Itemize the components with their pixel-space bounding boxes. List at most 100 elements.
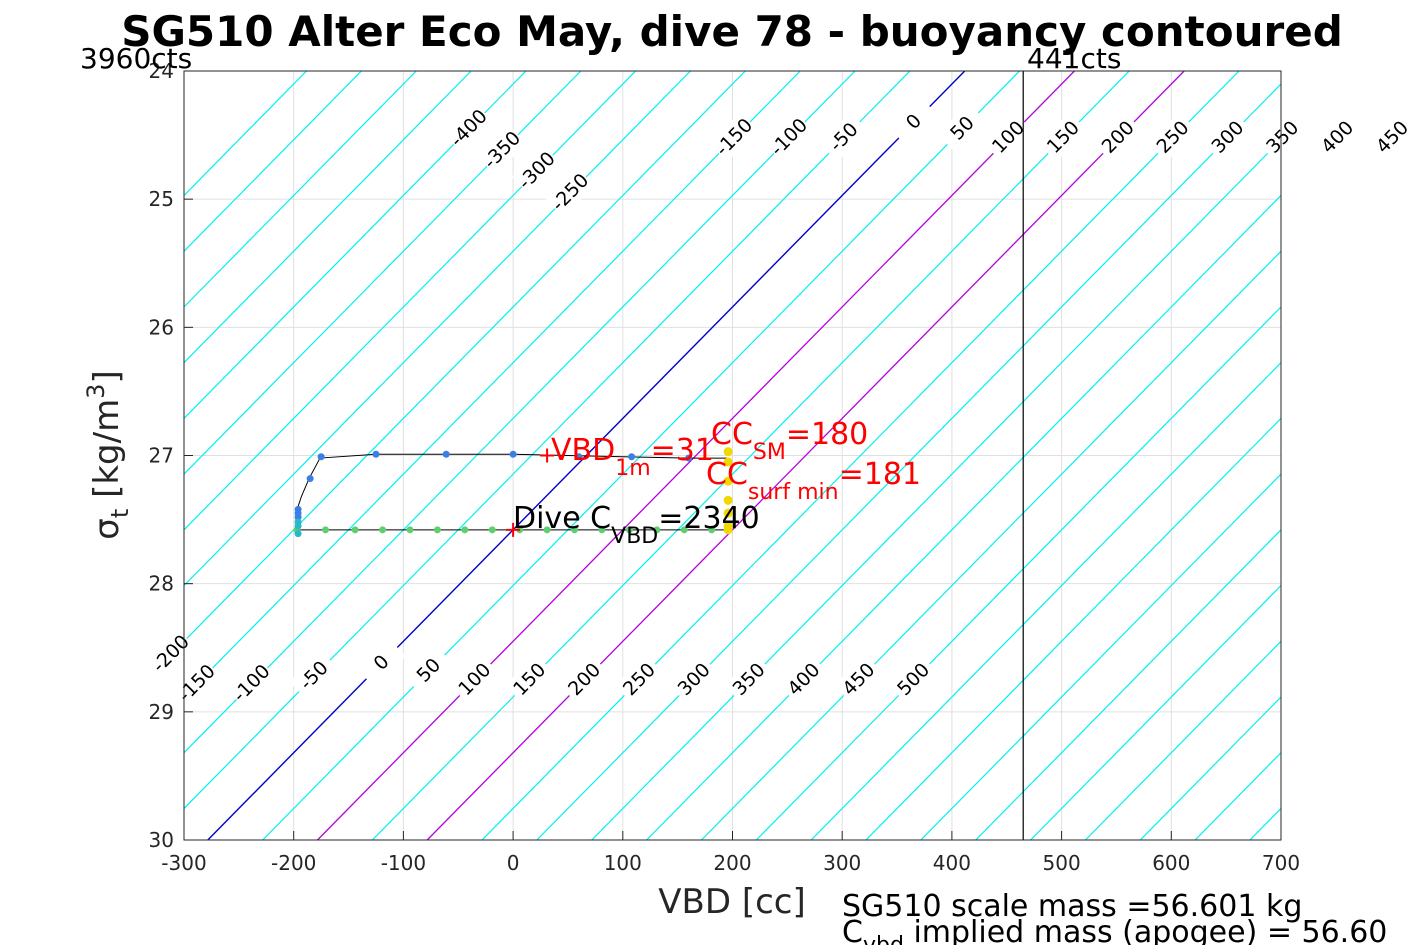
right-cts-label: 441cts: [1027, 42, 1121, 75]
ascent-point-14: [680, 526, 688, 534]
contour-line-250: [481, 71, 1240, 840]
descent-point-10: [294, 513, 302, 521]
surface-point-4: [723, 508, 733, 518]
ascent-point-17: [294, 522, 302, 530]
trace-line: [295, 453, 729, 531]
contour-line-50: [262, 71, 1021, 840]
contour-line--150: [184, 71, 801, 698]
surface-point-6: [723, 525, 733, 535]
contour-line--50: [184, 71, 911, 810]
contour-label-bg-bottom-12: [778, 654, 829, 704]
descent-point-1: [372, 450, 380, 458]
contour-line-350: [591, 138, 1281, 840]
contour-label-bg-top-10: [1038, 112, 1088, 162]
contour-label-bg-top-7: [888, 96, 939, 147]
ascent-point-5: [433, 526, 441, 534]
contour-label-bg-top-0: [443, 103, 494, 153]
y-tick-label-1: 25: [149, 187, 174, 211]
x-tick-label-9: 600: [1152, 851, 1190, 875]
svg-text:σt [kg/m3]: σt [kg/m3]: [82, 370, 134, 539]
contour-label-bg-top-3: [545, 167, 595, 217]
contour-label-bg-top-13: [1202, 112, 1253, 162]
contour-label-bg-top-12: [1147, 112, 1198, 162]
x-axis-label: VBD [cc]: [658, 882, 806, 922]
contour-line-450: [701, 250, 1281, 840]
cc-sm-annotation: CCSM=180: [711, 417, 868, 465]
red-marker-1: [506, 522, 521, 537]
ascent-point-11: [598, 526, 606, 534]
contour-label-bg-top-6: [818, 112, 869, 162]
contour-line-650: [920, 473, 1281, 840]
contour-label-bg-top-14: [1257, 112, 1308, 162]
contour-line-200: [426, 71, 1185, 840]
contour-line--400: [184, 71, 527, 420]
contour-line--500: [184, 71, 417, 308]
contour-line-550: [810, 361, 1281, 840]
contour-label-bg-bottom-8: [559, 654, 609, 704]
contour-label-bg-bottom-7: [504, 654, 555, 704]
ascent-point-2: [351, 526, 359, 534]
contour-line-100: [317, 71, 1075, 840]
surface-point-0: [723, 447, 733, 457]
x-tick-label-6: 300: [823, 851, 861, 875]
footer-implied-mass: Cvbd implied mass (apogee) = 56.60: [842, 915, 1387, 945]
contour-line-800: [1084, 640, 1281, 840]
descent-point-0: [317, 453, 325, 461]
contour-label-bg-bottom-3: [289, 650, 339, 701]
contour-label-bg-bottom-2: [226, 658, 276, 708]
contour-label-bg-bottom-13: [833, 654, 884, 704]
chart-title: SG510 Alter Eco May, dive 78 - buoyancy …: [121, 7, 1343, 56]
ascent-point-15: [708, 526, 716, 534]
footer-scale-mass: SG510 scale mass =56.601 kg: [842, 889, 1302, 924]
contour-lines: [184, 71, 1281, 840]
contour-line--550: [184, 71, 362, 253]
contour-label-bg-top-11: [1093, 112, 1143, 162]
y-tick-label-5: 29: [149, 700, 174, 724]
y-label-rest: [kg/m: [87, 399, 127, 509]
x-tick-label-10: 700: [1262, 851, 1300, 875]
contour-line-300: [536, 83, 1281, 840]
descent-point-6: [685, 454, 693, 462]
surface-point-3: [723, 495, 733, 505]
contour-label-bg-bottom-14: [888, 654, 938, 704]
contour-label-bg-bottom-6: [449, 654, 500, 704]
contour-label-bg-bottom-9: [614, 654, 664, 704]
y-tick-label-4: 28: [149, 572, 174, 596]
contour-line-700: [975, 528, 1281, 840]
x-axis-ticks: -300 -200 -100 0 100 200 300 400 500 600 700: [161, 831, 1300, 875]
x-tick-label-1: -200: [271, 851, 316, 875]
x-tick-label-3: 0: [507, 851, 520, 875]
contour-label-bg-top-4: [709, 112, 759, 162]
ascent-point-9: [543, 526, 551, 534]
contour-line--350: [184, 71, 582, 475]
contour-label-bg-bottom-5: [403, 645, 454, 695]
contour-label-bg-bottom-10: [669, 654, 719, 704]
contour-label-bg-top-9: [983, 112, 1033, 162]
ascent-point-18: [294, 530, 302, 538]
dive-cvbd-annotation: Dive CVBD=2340: [513, 501, 760, 549]
contour-line-600: [865, 417, 1281, 840]
y-axis-label: σt [kg/m3]: [82, 370, 134, 539]
x-tick-label-5: 200: [713, 851, 751, 875]
contour-label-bg-top-15: [1312, 112, 1362, 162]
contour-line--450: [184, 71, 472, 364]
contour-line-400: [646, 194, 1281, 840]
contour-label-bg-bottom-0: [145, 628, 196, 679]
red-marker-0: [540, 448, 555, 463]
y-tick-label-2: 26: [149, 315, 174, 339]
x-tick-label-7: 400: [933, 851, 971, 875]
left-cts-label: 3960cts: [80, 42, 192, 75]
y-axis-ticks: 24 25 26 27 28 29 30: [149, 59, 193, 852]
contour-label-bg-top-16: [1367, 112, 1417, 162]
y-label-close: ]: [87, 370, 127, 383]
x-tick-label-2: -100: [381, 851, 426, 875]
descent-point-4: [575, 453, 583, 461]
contour-label-bg-top-8: [937, 103, 987, 153]
x-tick-label-0: -300: [161, 851, 206, 875]
ascent-point-6: [461, 526, 469, 534]
descent-point-2: [442, 450, 450, 458]
contour-line--300: [184, 71, 637, 531]
dive-trace: [293, 447, 733, 538]
y-tick-label-6: 30: [149, 828, 174, 852]
